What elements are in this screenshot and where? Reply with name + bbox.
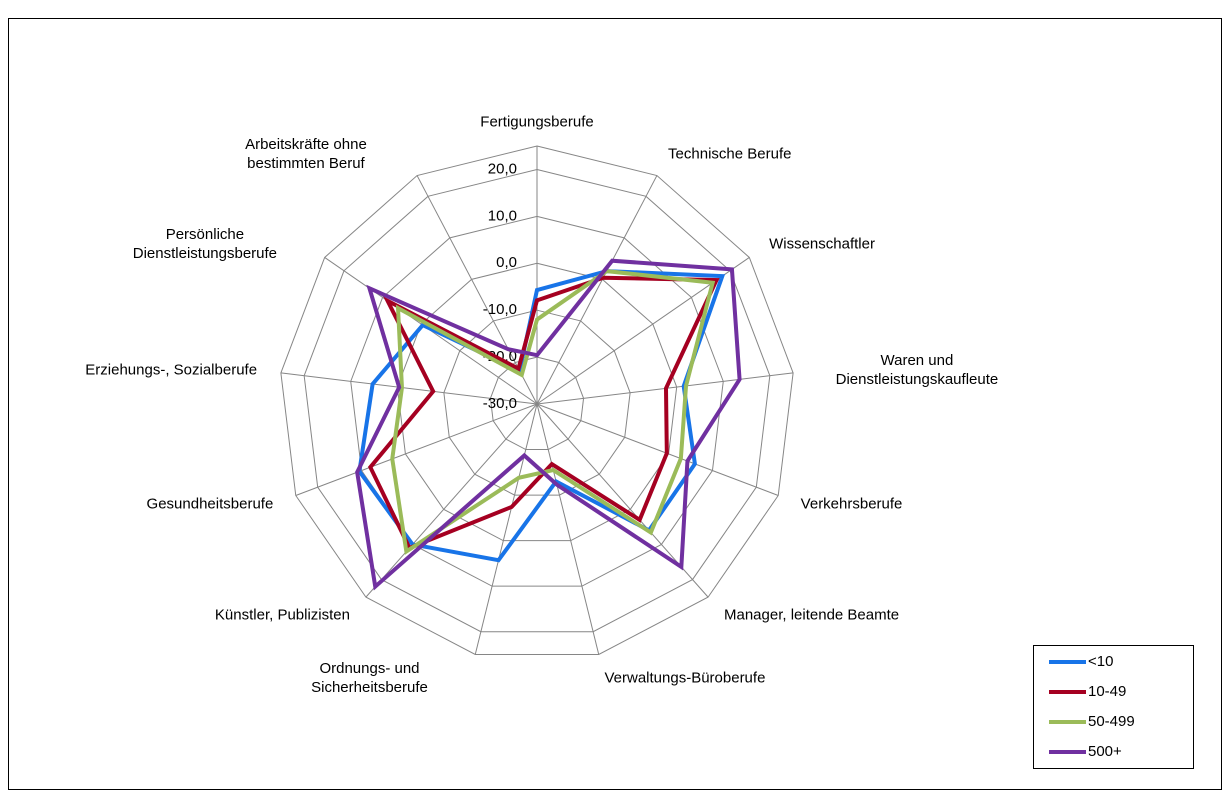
category-label: Technische Berufe <box>668 145 792 163</box>
legend-label: <10 <box>1088 653 1113 670</box>
category-label: Verwaltungs-Büroberufe <box>604 669 766 687</box>
legend-label: 500+ <box>1088 743 1122 760</box>
outer-ring <box>280 145 794 656</box>
tick-label: -30,0 <box>483 395 517 412</box>
category-label: Gesundheitsberufe <box>146 495 274 513</box>
category-label: Persönliche Dienstleistungsberufe <box>132 225 278 262</box>
legend-label: 50-499 <box>1088 713 1135 730</box>
tick-label: -20,0 <box>483 348 517 365</box>
category-label: Erziehungs-, Sozialberufe <box>85 361 258 379</box>
series-line <box>390 269 716 555</box>
spoke <box>536 175 658 405</box>
category-label: Wissenschaftler <box>769 235 875 253</box>
tick-label: 20,0 <box>488 160 517 177</box>
spoke <box>474 403 538 655</box>
tick-label: -10,0 <box>483 301 517 318</box>
spoke <box>536 403 779 496</box>
series-line <box>355 258 742 591</box>
grid-ring <box>443 309 631 496</box>
spoke <box>295 403 538 496</box>
spoke <box>280 372 538 405</box>
legend-label: 10-49 <box>1088 683 1126 700</box>
chart-frame <box>8 18 1222 790</box>
grid-ring <box>489 356 585 451</box>
category-label: Waren und Dienstleistungskaufleute <box>835 352 999 388</box>
category-label: Ordnungs- und Sicherheitsberufe <box>311 659 428 696</box>
series-line <box>357 269 726 563</box>
legend-box <box>1033 645 1194 769</box>
category-label: Künstler, Publizisten <box>214 606 350 624</box>
category-label: Fertigungsberufe <box>480 113 594 131</box>
category-label: Verkehrsberufe <box>800 495 903 513</box>
category-label: Arbeitskräfte ohne bestimmten Beruf <box>245 136 367 173</box>
tick-label: 0,0 <box>496 254 517 271</box>
spoke <box>365 403 538 598</box>
category-label: Manager, leitende Beamte <box>724 606 900 624</box>
tick-label: 10,0 <box>488 207 517 224</box>
grid-ring <box>303 168 771 633</box>
spoke <box>536 403 600 655</box>
